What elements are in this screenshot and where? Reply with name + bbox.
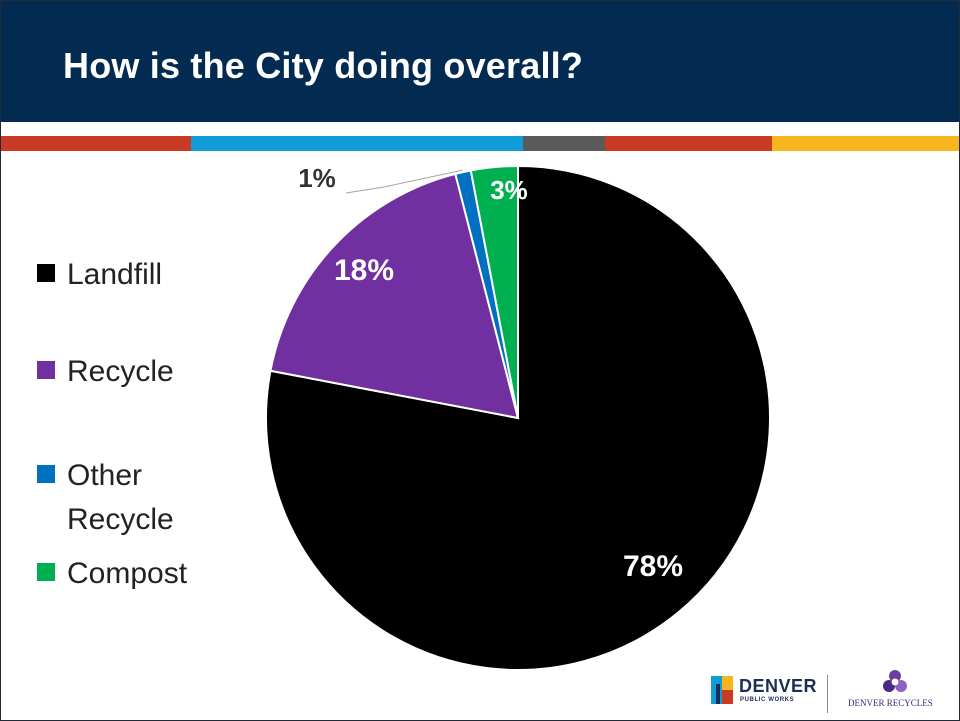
denver-public-works-logo-icon — [711, 676, 733, 704]
color-stripe-bar — [1, 136, 959, 151]
data-label: 18% — [334, 254, 394, 287]
legend-item-compost: Compost — [37, 552, 217, 596]
legend-swatch — [37, 563, 55, 581]
stripe-segment — [605, 136, 772, 151]
legend-swatch — [37, 361, 55, 379]
data-label: 1% — [298, 163, 336, 193]
legend-swatch — [37, 264, 55, 282]
denver-recycles-logo-icon — [883, 670, 907, 692]
legend-item-other-recycle: Other Recycle — [37, 454, 217, 542]
legend-item-recycle: Recycle — [37, 350, 217, 394]
data-label: 78% — [623, 550, 683, 583]
legend-label: Landfill — [67, 258, 163, 291]
label-leader-line — [345, 169, 463, 194]
legend-label: Compost — [67, 557, 188, 590]
legend-item-landfill: Landfill — [37, 253, 217, 297]
slice-compost — [469, 164, 519, 419]
title-bar: How is the City doing overall? — [1, 1, 959, 122]
stripe-segment — [191, 136, 523, 151]
stripe-segment — [523, 136, 605, 151]
stripe-segment — [1, 136, 191, 151]
footer-logos: DENVER PUBLIC WORKS DENVER RECYCLES — [701, 665, 951, 715]
denver-logo-text: DENVER — [739, 676, 818, 696]
stripe-segment — [772, 136, 959, 151]
slice-recycle — [269, 172, 520, 420]
data-label: 3% — [490, 175, 528, 205]
slide-title: How is the City doing overall? — [63, 45, 584, 86]
legend-label: Recycle — [67, 355, 174, 388]
denver-recycles-logo-text: DENVER RECYCLES — [848, 698, 933, 708]
legend-swatch — [37, 465, 55, 483]
legend-label: Other Recycle — [67, 459, 174, 536]
denver-logo-subtext: PUBLIC WORKS — [740, 697, 795, 703]
logo-divider — [827, 675, 828, 713]
